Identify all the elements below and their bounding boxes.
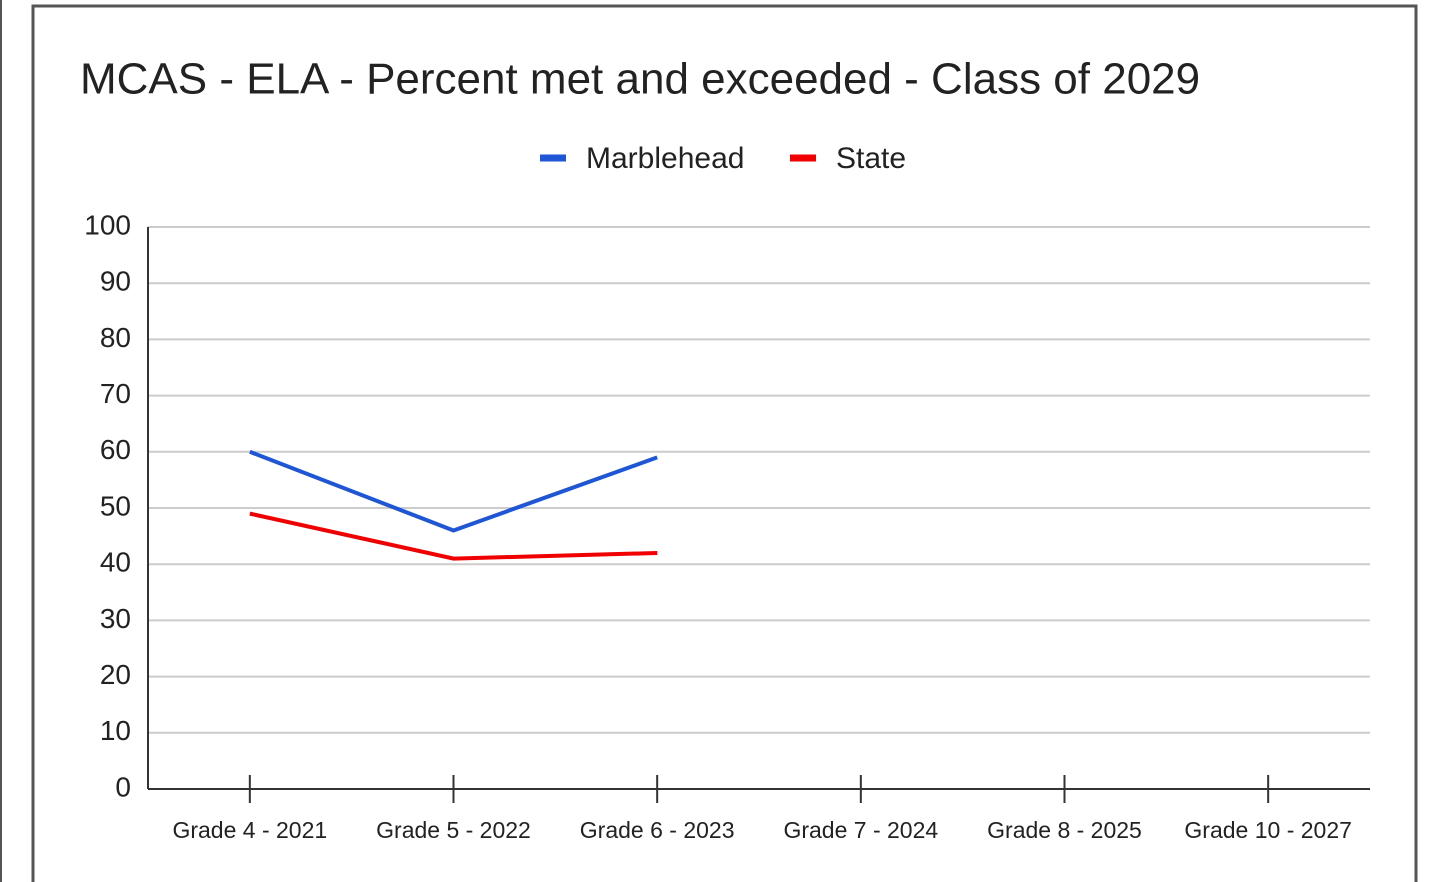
y-tick-label: 80 bbox=[100, 322, 131, 353]
series-line bbox=[249, 511, 658, 561]
series-line bbox=[249, 449, 658, 533]
y-tick-label: 100 bbox=[84, 209, 131, 240]
y-tick-label: 90 bbox=[100, 266, 131, 297]
y-tick-label: 70 bbox=[100, 378, 131, 409]
y-tick-label: 0 bbox=[115, 771, 131, 802]
legend-label: State bbox=[836, 142, 906, 175]
x-tick-label: Grade 10 - 2027 bbox=[1184, 817, 1352, 843]
legend-label: Marblehead bbox=[586, 142, 744, 175]
chart-frame bbox=[31, 4, 1418, 882]
y-tick-label: 10 bbox=[100, 715, 131, 746]
x-tick-label: Grade 4 - 2021 bbox=[172, 817, 327, 843]
y-tick-label: 40 bbox=[100, 547, 131, 578]
x-tick-label: Grade 8 - 2025 bbox=[987, 817, 1142, 843]
x-tick-label: Grade 5 - 2022 bbox=[376, 817, 531, 843]
y-tick-label: 60 bbox=[100, 434, 131, 465]
y-tick-label: 30 bbox=[100, 603, 131, 634]
x-tick-label: Grade 6 - 2023 bbox=[580, 817, 735, 843]
y-tick-label: 20 bbox=[100, 659, 131, 690]
x-tick-label: Grade 7 - 2024 bbox=[783, 817, 938, 843]
chart-title: MCAS - ELA - Percent met and exceeded - … bbox=[80, 55, 1200, 104]
y-tick-label: 50 bbox=[100, 490, 131, 521]
